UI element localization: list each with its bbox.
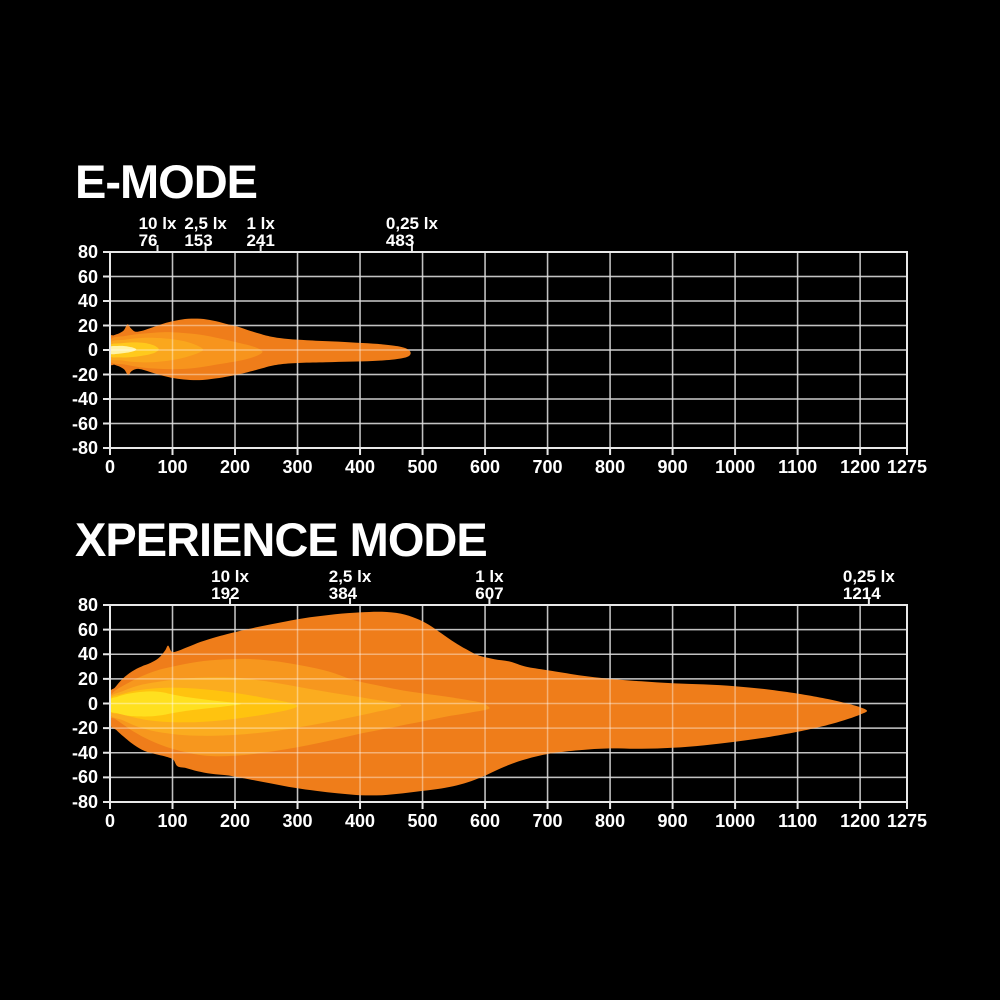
- isolux-distance-value: 241: [246, 231, 275, 250]
- grid-over: [109, 251, 908, 449]
- y-tick-label: 60: [77, 266, 98, 287]
- y-tick-label: 20: [77, 315, 98, 336]
- x-tick-label: 0: [104, 811, 115, 831]
- x-tick-label: 700: [532, 811, 563, 831]
- x-tick-label: 100: [157, 457, 188, 477]
- x-tick-label: 1275: [886, 457, 928, 477]
- x-tick-label: 500: [407, 457, 438, 477]
- isolux-distance-value: 607: [475, 584, 504, 603]
- isolux-annotation: 0,25 lx 1214: [843, 568, 895, 602]
- x-tick-label: 200: [219, 811, 251, 831]
- x-tick-label: 1000: [715, 811, 756, 831]
- y-tick-label: 0: [87, 693, 98, 714]
- x-tick-label: 100: [157, 811, 188, 831]
- beam-contour-core: [110, 691, 242, 717]
- x-tick-label: 1275: [886, 811, 928, 831]
- isolux-annotation: 1 lx 607: [475, 568, 503, 602]
- y-tick-label: 40: [77, 644, 98, 665]
- x-tick-label: 900: [657, 457, 688, 477]
- x-tick-label: 1100: [778, 811, 818, 831]
- x-tick-label: 300: [282, 457, 313, 477]
- isolux-lux-label: 10 lx: [211, 567, 249, 586]
- chart-title-xperience-mode: XPERIENCE MODE: [75, 513, 488, 566]
- x-tick-label: 900: [657, 811, 688, 831]
- y-tick-label: 20: [77, 668, 98, 689]
- x-tick-label: 500: [407, 811, 438, 831]
- isolux-distance-value: 1214: [842, 584, 881, 603]
- x-tick-label: 200: [219, 457, 251, 477]
- isolux-lux-label: 10 lx: [138, 214, 177, 233]
- isolux-distance-value: 384: [328, 584, 358, 603]
- y-tick-label: 0: [87, 340, 98, 360]
- x-tick-label: 600: [470, 811, 501, 831]
- isolux-annotation: 10 lx 192: [211, 568, 249, 602]
- plot-area: [103, 245, 908, 455]
- y-tick-label: 80: [77, 242, 98, 262]
- x-tick-label: 1000: [715, 457, 756, 477]
- chart-title-e-mode: E-MODE: [75, 155, 258, 208]
- isolux-annotation: 1 lx 241: [246, 215, 274, 249]
- plot-area: [103, 598, 908, 809]
- isolux-lux-label: 1 lx: [475, 567, 504, 586]
- isolux-lux-label: 2,5 lx: [184, 214, 227, 233]
- x-tick-label: 700: [532, 457, 563, 477]
- x-tick-label: 300: [282, 811, 313, 831]
- isolux-lux-label: 0,25 lx: [385, 214, 438, 233]
- y-tick-label: 80: [77, 595, 98, 615]
- isolux-annotation: 10 lx 76: [139, 215, 177, 249]
- beam-contour-core: [110, 345, 137, 355]
- y-tick-label: -40: [71, 389, 98, 409]
- x-tick-label: 1200: [840, 811, 881, 831]
- isolux-distance-value: 483: [385, 231, 415, 250]
- y-tick-label: 40: [77, 291, 98, 311]
- y-tick-label: -40: [71, 742, 98, 763]
- isolux-distance-value: 192: [211, 584, 240, 603]
- x-tick-label: 400: [345, 811, 376, 831]
- x-tick-label: 800: [595, 811, 626, 831]
- x-tick-label: 400: [345, 457, 376, 477]
- x-tick-label: 800: [595, 457, 626, 477]
- y-tick-label: -60: [71, 413, 98, 434]
- isolux-distance-value: 153: [184, 231, 213, 250]
- y-tick-label: -20: [71, 364, 98, 385]
- x-tick-label: 0: [104, 457, 115, 477]
- y-tick-label: -20: [71, 718, 98, 739]
- x-tick-label: 1100: [778, 457, 818, 477]
- isolux-annotation: 2,5 lx 384: [329, 568, 372, 602]
- y-tick-label: -60: [71, 767, 98, 788]
- isolux-lux-label: 2,5 lx: [328, 567, 372, 586]
- isolux-lux-label: 1 lx: [246, 214, 275, 233]
- y-tick-label: 60: [77, 619, 98, 640]
- y-tick-label: -80: [71, 438, 98, 458]
- x-tick-label: 1200: [840, 457, 881, 477]
- isolux-annotation: 2,5 lx 153: [184, 215, 227, 249]
- isolux-lux-label: 0,25 lx: [842, 567, 895, 586]
- beam-contour-outer: [110, 611, 867, 796]
- isolux-annotation: 0,25 lx 483: [386, 215, 438, 249]
- y-tick-label: -80: [71, 792, 98, 812]
- x-tick-label: 600: [470, 457, 501, 477]
- isolux-distance-value: 76: [138, 231, 158, 250]
